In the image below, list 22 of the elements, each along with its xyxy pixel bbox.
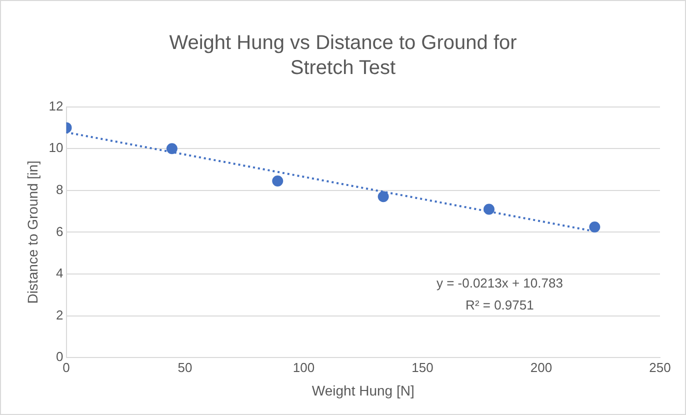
chart-title: Weight Hung vs Distance to Ground for Stretch Test <box>168 31 518 81</box>
y-tick-label: 4 <box>56 266 64 281</box>
point <box>272 175 284 186</box>
annotation: y = -0.0213x + 10.783 <box>436 275 563 290</box>
x-tick-label: 250 <box>649 360 671 375</box>
point <box>166 143 178 154</box>
y-axis-title: Distance to Ground [in] <box>24 160 40 304</box>
y-tick-label: 0 <box>56 349 64 364</box>
x-tick-label: 50 <box>178 360 192 375</box>
y-tick-label: 2 <box>56 307 64 322</box>
point <box>378 191 389 202</box>
point <box>589 221 600 232</box>
x-tick-label: 200 <box>530 360 552 375</box>
x-tick-label: 100 <box>292 360 315 375</box>
annotation: R² = 0.9751 <box>466 297 534 312</box>
y-tick-label: 12 <box>48 98 64 114</box>
x-axis-title: Weight Hung [N] <box>312 382 414 398</box>
x-tick-label: 150 <box>412 360 434 375</box>
y-tick-label: 8 <box>56 182 64 197</box>
point <box>484 204 495 215</box>
y-tick-label: 10 <box>48 140 64 156</box>
y-tick-label: 6 <box>56 224 64 239</box>
